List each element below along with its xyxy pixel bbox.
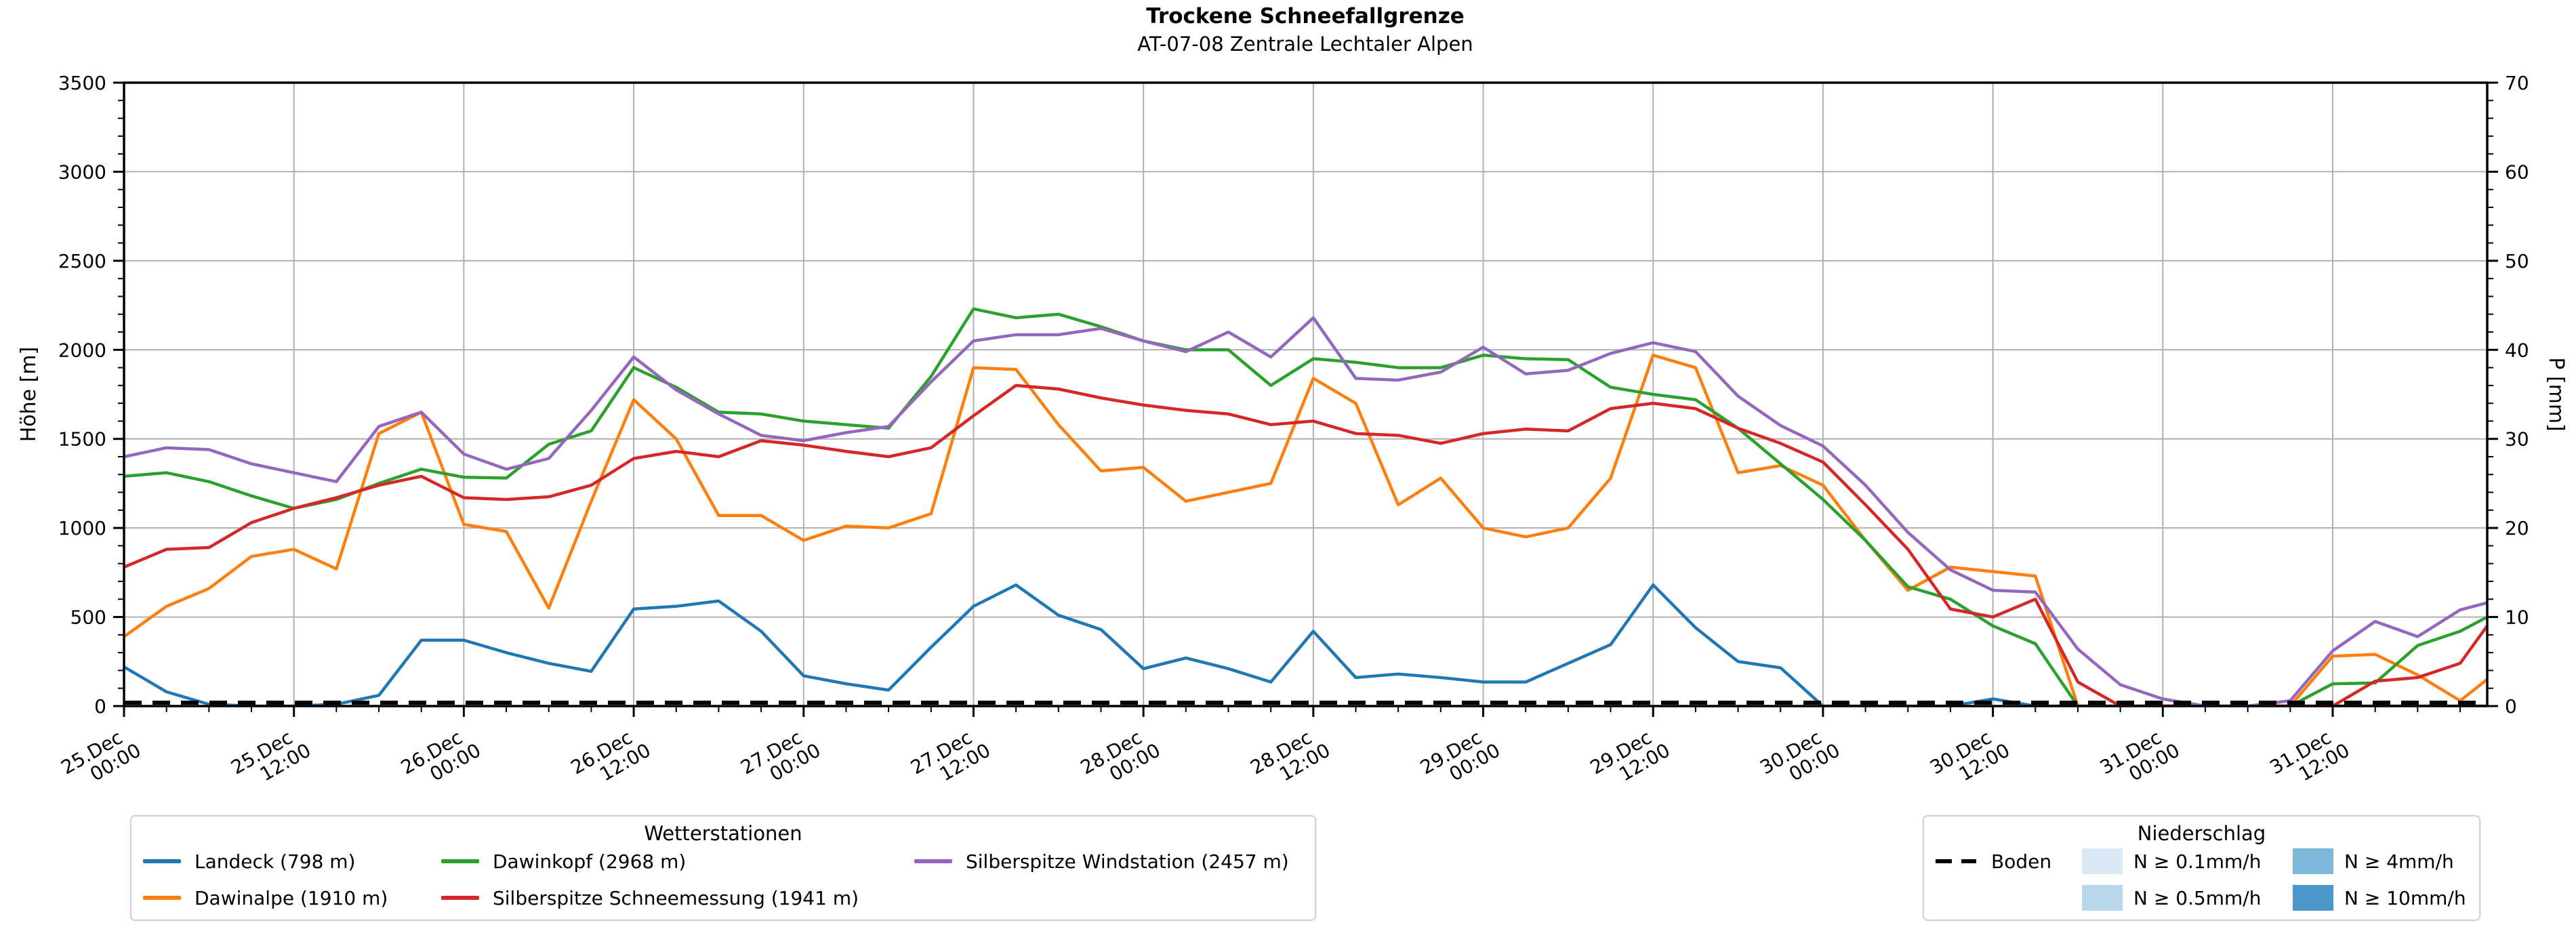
y-left-tick-label: 2500 — [58, 250, 106, 272]
series-line-silberspitze-schneemessung-1941-m — [124, 384, 2487, 706]
boden-dash-swatch — [1936, 859, 1976, 863]
y-left-tick-label: 3500 — [58, 72, 106, 94]
precip-01-swatch — [2082, 848, 2123, 874]
boden-label: Boden — [1991, 850, 2052, 873]
precip-4-label: N ≥ 4mm/h — [2344, 850, 2454, 873]
series-line-landeck-798-m — [124, 583, 2487, 706]
y-left-tick-label: 1500 — [58, 428, 106, 451]
y-right-tick-label: 40 — [2505, 339, 2529, 361]
plot-frame — [123, 81, 2489, 707]
legend-niederschlag: Niederschlag Boden N ≥ 0.1mm/h N ≥ 0.5mm… — [1923, 815, 2480, 921]
y-right-tick-label: 60 — [2505, 161, 2529, 183]
dawinkopf-label: Dawinkopf (2968 m) — [493, 850, 687, 873]
y-left-tick-label: 3000 — [58, 161, 106, 183]
windstation-label: Silberspitze Windstation (2457 m) — [966, 850, 1289, 873]
dawinkopf-line-swatch — [441, 859, 479, 863]
series-line-dawinkopf-2968-m — [124, 307, 2487, 706]
y-right-tick-label: 0 — [2505, 695, 2517, 718]
chart-title: Trockene Schneefallgrenze — [1146, 4, 1465, 28]
axis-ticks — [113, 81, 2498, 717]
schneemessung-line-swatch — [441, 896, 479, 900]
precip-01-label: N ≥ 0.1mm/h — [2133, 850, 2262, 873]
y-right-tick-label: 20 — [2505, 517, 2529, 539]
legend-niederschlag-title: Niederschlag — [2137, 822, 2266, 845]
tick-labels: 0 500 1000 1500 2000 2500 3000 3500 0 10 20 30 40 50 6… — [17, 72, 2568, 785]
y-left-tick-label: 2000 — [58, 339, 106, 361]
y-right-tick-label: 50 — [2505, 250, 2529, 272]
precip-05-label: N ≥ 0.5mm/h — [2133, 887, 2262, 909]
landeck-line-swatch — [143, 859, 181, 863]
y-left-tick-label: 0 — [94, 695, 106, 718]
series-line-silberspitze-windstation-2457-m — [124, 316, 2487, 706]
dawinalpe-line-swatch — [143, 896, 181, 900]
windstation-line-swatch — [914, 859, 952, 863]
dawinalpe-label: Dawinalpe (1910 m) — [195, 887, 388, 909]
precip-10-swatch — [2293, 885, 2333, 911]
landeck-label: Landeck (798 m) — [195, 850, 356, 873]
y-right-tick-label: 30 — [2505, 428, 2529, 451]
y-left-tick-label: 500 — [70, 606, 106, 629]
series-line-dawinalpe-1910-m — [124, 353, 2487, 706]
precip-10-label: N ≥ 10mm/h — [2344, 887, 2466, 909]
y-left-tick-label: 1000 — [58, 517, 106, 539]
legend-wetterstationen-title: Wetterstationen — [644, 822, 802, 845]
legend-wetterstationen: Wetterstationen Landeck (798 m) Dawinalp… — [130, 815, 1316, 921]
precip-05-swatch — [2082, 885, 2123, 911]
y-right-tick-label: 10 — [2505, 606, 2529, 629]
series-lines — [124, 307, 2487, 706]
y-right-axis-label: P [mm] — [2544, 357, 2568, 431]
schneemessung-label: Silberspitze Schneemessung (1941 m) — [493, 887, 859, 909]
precip-4-swatch — [2293, 848, 2333, 874]
chart-subtitle: AT-07-08 Zentrale Lechtaler Alpen — [1137, 33, 1473, 56]
y-right-tick-label: 70 — [2505, 72, 2529, 94]
y-left-axis-label: Höhe [m] — [17, 347, 41, 442]
